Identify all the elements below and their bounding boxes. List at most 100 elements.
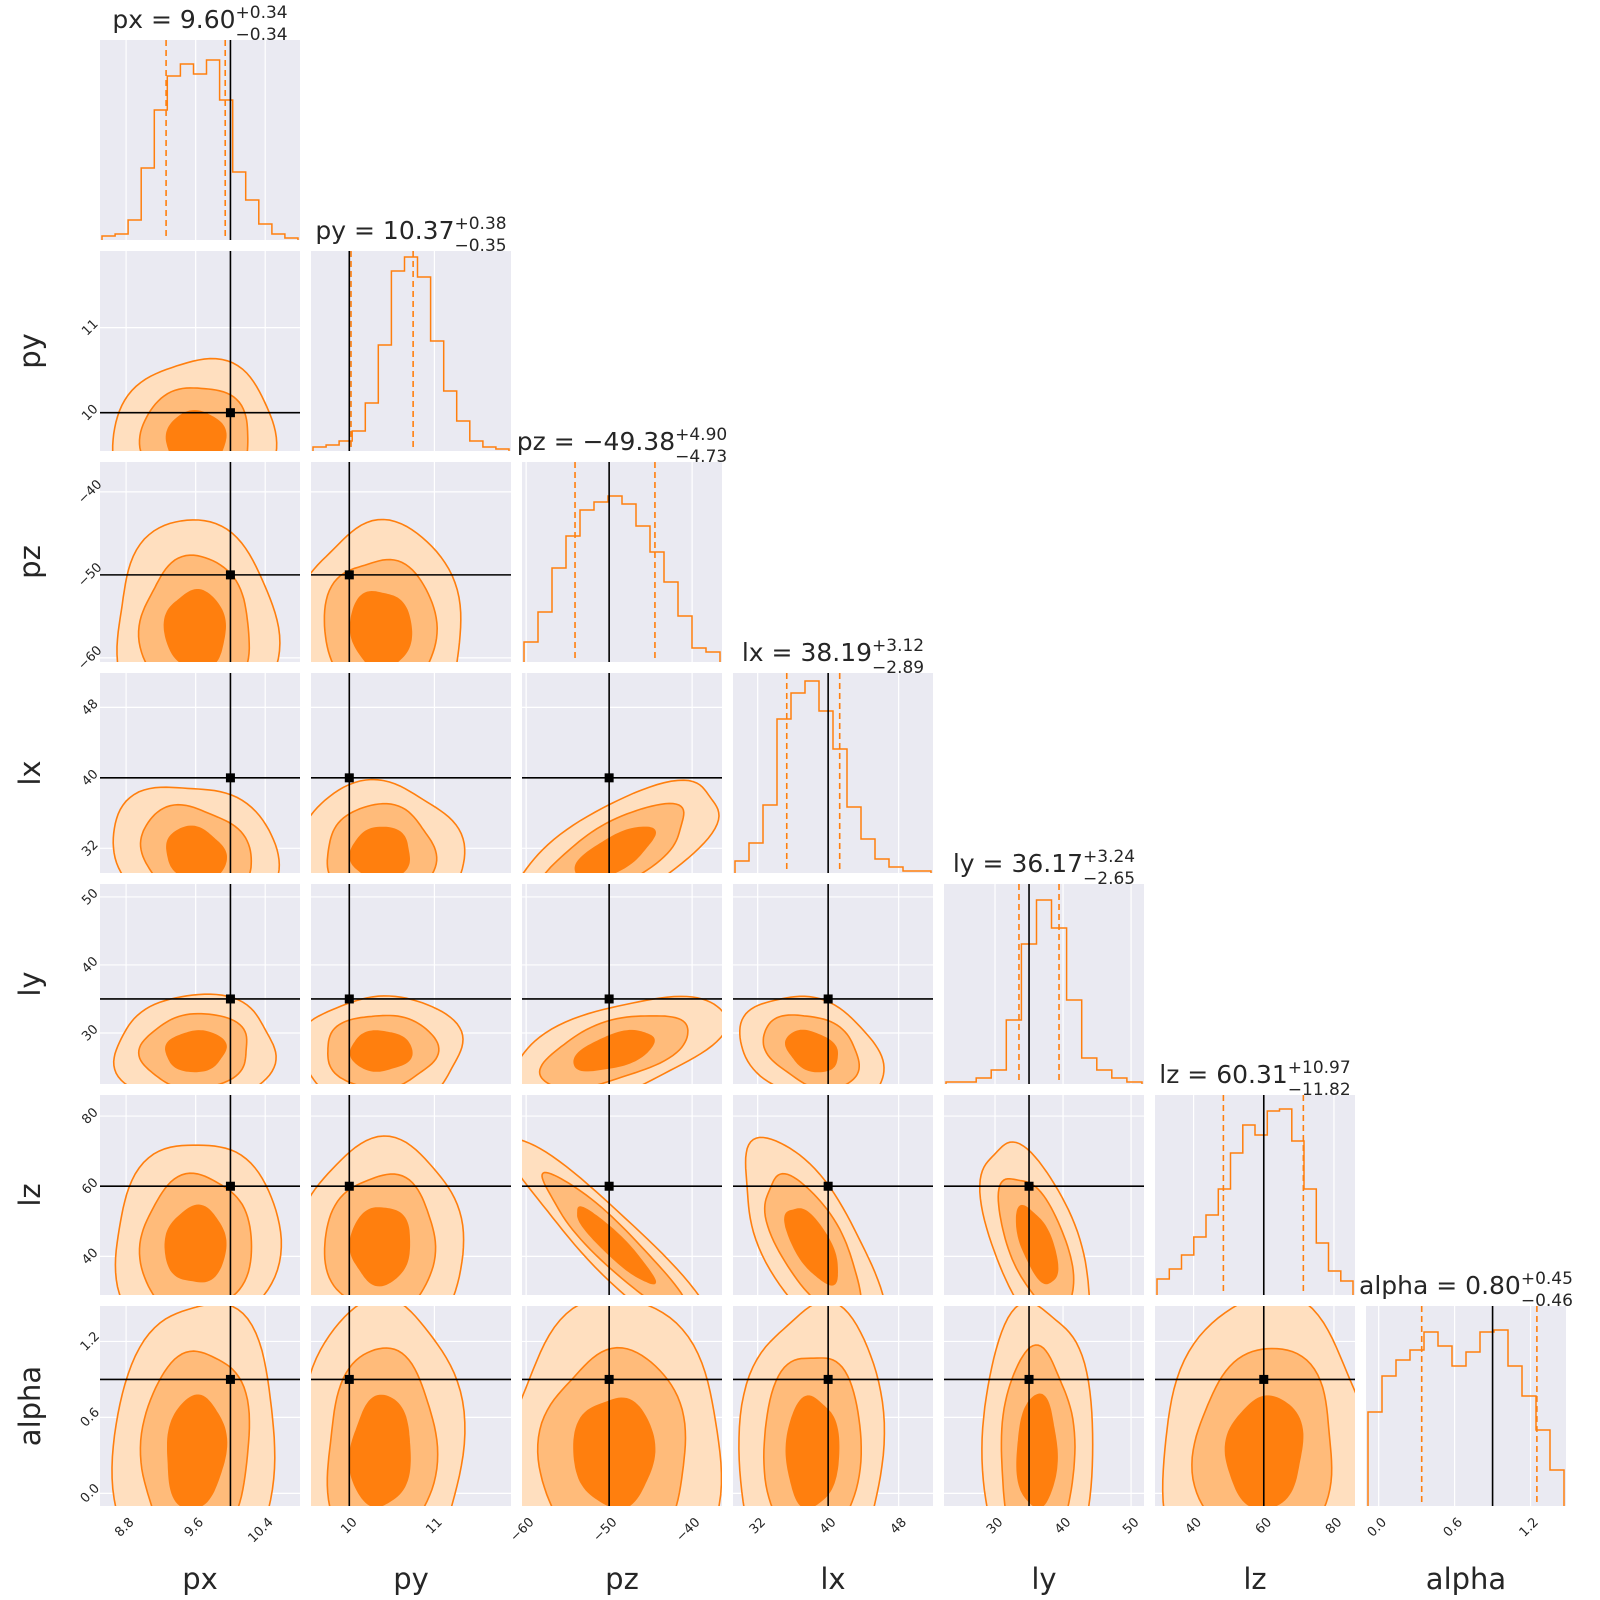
panel-ly-pz xyxy=(522,884,722,1084)
truth-marker xyxy=(225,408,235,418)
contour-level-3 xyxy=(573,1397,656,1506)
title-minus: −0.35 xyxy=(454,236,506,256)
panel-content xyxy=(522,1306,722,1506)
y-tick-label: 0.6 xyxy=(78,1405,103,1430)
contour-level-3 xyxy=(573,1029,655,1072)
truth-marker xyxy=(604,1374,614,1384)
title-minus: −4.73 xyxy=(675,447,727,467)
panel-content xyxy=(944,1306,1144,1506)
panel-background xyxy=(1366,1306,1566,1506)
truth-marker xyxy=(1024,1181,1034,1191)
y-tick-label: 40 xyxy=(79,954,101,976)
panel-title-alpha: alpha = 0.80+0.45 xyxy=(1359,1269,1573,1300)
panel-background xyxy=(733,673,933,873)
x-axis-label-pz: pz xyxy=(605,1562,639,1596)
y-tick-label: 60 xyxy=(79,1175,101,1197)
x-axis-label-lx: lx xyxy=(820,1562,845,1596)
contour-level-3 xyxy=(165,409,227,451)
contour-level-3 xyxy=(349,1207,411,1287)
panel-title-lz: lz = 60.31+10.97 xyxy=(1159,1058,1350,1089)
truth-marker xyxy=(344,773,354,783)
truth-marker xyxy=(604,1181,614,1191)
title-value: lx = 38.19 xyxy=(742,638,872,667)
panel-content xyxy=(945,884,1143,1084)
panel-ly-px: 30 40 50 ly xyxy=(13,884,300,1084)
panel-content xyxy=(311,673,511,873)
title-plus: +0.45 xyxy=(1521,1269,1573,1289)
contour-level-3 xyxy=(784,1208,839,1286)
title-value: px = 9.60 xyxy=(112,5,235,34)
panel-content xyxy=(523,462,721,662)
panel-lx-py xyxy=(311,673,511,873)
truth-marker xyxy=(225,1181,235,1191)
truth-marker xyxy=(604,994,614,1004)
truth-marker xyxy=(225,994,235,1004)
panel-ly-lx xyxy=(733,884,933,1084)
x-tick-label: 9.6 xyxy=(182,1515,207,1540)
y-tick-label: 80 xyxy=(79,1105,101,1127)
title-plus: +10.97 xyxy=(1288,1058,1351,1078)
histogram-py xyxy=(312,256,510,451)
title-minus: −0.46 xyxy=(1521,1291,1573,1311)
panel-content xyxy=(522,884,722,1084)
panel-lx-pz xyxy=(522,673,722,873)
y-axis-label-py: py xyxy=(13,333,47,369)
title-minus: −2.65 xyxy=(1083,869,1135,889)
title-plus: +3.24 xyxy=(1083,847,1135,867)
x-tick-label: 0.0 xyxy=(1365,1515,1390,1540)
y-tick-label: 40 xyxy=(79,767,101,789)
panel-content xyxy=(100,1306,300,1506)
panel-lz-px: 40 60 80 lz xyxy=(13,1095,300,1295)
panel-alpha-alpha: alpha = 0.80+0.45−0.46 0.0 0.6 1.2 alpha xyxy=(1359,1269,1573,1596)
panel-content xyxy=(311,884,511,1084)
panel-title-pz: pz = −49.38+4.90 xyxy=(517,425,727,456)
truth-marker xyxy=(344,1181,354,1191)
panel-content xyxy=(100,251,300,451)
x-tick-label: −40 xyxy=(673,1515,703,1545)
panel-lz-py xyxy=(311,1095,511,1295)
x-axis-label-py: py xyxy=(393,1562,429,1596)
x-tick-label: 32 xyxy=(747,1515,769,1537)
panel-title-lx: lx = 38.19+3.12 xyxy=(742,636,924,667)
panel-content xyxy=(311,1306,511,1506)
title-value: ly = 36.17 xyxy=(953,849,1083,878)
panel-content xyxy=(733,1095,933,1295)
x-tick-label: −60 xyxy=(507,1515,537,1545)
title-plus: +4.90 xyxy=(675,425,727,445)
truth-marker xyxy=(344,994,354,1004)
x-tick-label: 10 xyxy=(338,1515,360,1537)
x-axis-label-ly: ly xyxy=(1031,1562,1056,1596)
panel-alpha-lz: 40 60 80 lz xyxy=(1155,1306,1355,1596)
x-tick-label: 50 xyxy=(1120,1515,1142,1537)
contour-level-3 xyxy=(577,1206,657,1285)
truth-marker xyxy=(823,1181,833,1191)
panel-title-ly: ly = 36.17+3.24 xyxy=(953,847,1135,878)
contour-level-3 xyxy=(164,1204,227,1283)
contour-level-3 xyxy=(1016,1393,1058,1506)
y-tick-label: 50 xyxy=(79,886,101,908)
panel-pz-py xyxy=(311,462,511,662)
panel-ly-ly: ly = 36.17+3.24−2.65 xyxy=(944,847,1144,1084)
panel-content xyxy=(944,1095,1144,1295)
panel-content xyxy=(734,673,932,873)
x-tick-label: 10.4 xyxy=(245,1515,276,1546)
panel-lx-lx: lx = 38.19+3.12−2.89 xyxy=(733,636,933,873)
x-tick-label: 11 xyxy=(423,1515,445,1537)
x-tick-label: 30 xyxy=(984,1515,1006,1537)
panel-title-px: px = 9.60+0.34 xyxy=(112,3,287,34)
panel-background xyxy=(311,251,511,451)
panel-content xyxy=(101,40,299,240)
contour-level-3 xyxy=(167,1394,228,1506)
y-tick-label: 32 xyxy=(79,838,101,860)
panel-alpha-px: 8.8 9.6 10.4 px 0.0 0.6 1.2 alpha xyxy=(13,1306,300,1596)
panel-content xyxy=(100,673,300,873)
panel-pz-pz: pz = −49.38+4.90−4.73 xyxy=(517,425,727,662)
panel-content xyxy=(1367,1306,1565,1506)
panel-background xyxy=(944,884,1144,1084)
y-tick-label: 11 xyxy=(79,317,101,339)
panel-py-px: 10 11 py xyxy=(13,251,300,451)
x-tick-label: 40 xyxy=(817,1515,839,1537)
title-plus: +0.34 xyxy=(236,3,288,23)
